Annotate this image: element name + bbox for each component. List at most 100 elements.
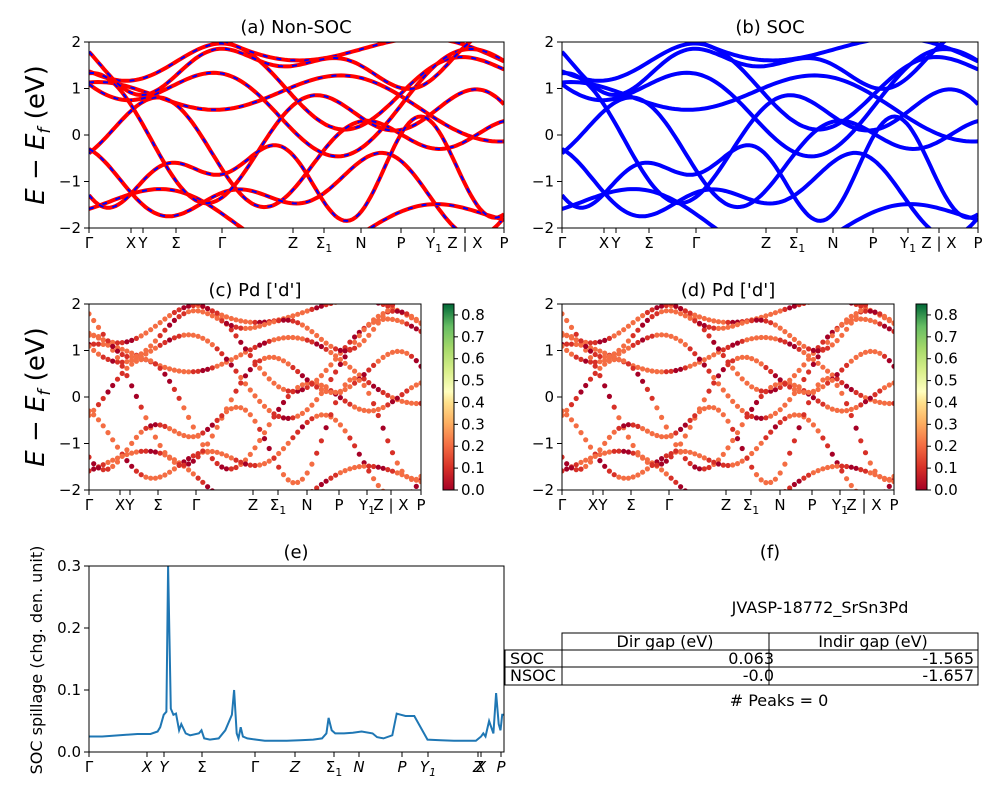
projection-point [342, 398, 348, 404]
projection-point [114, 348, 121, 354]
x-tick-label: Γ [85, 234, 94, 252]
projection-point [238, 325, 244, 331]
projection-point [625, 338, 632, 344]
projection-point [602, 440, 608, 446]
projection-point [299, 322, 305, 328]
x-tick-label: Z [288, 234, 298, 252]
projection-point [261, 430, 268, 436]
projection-point [673, 304, 679, 309]
projection-point [314, 384, 320, 390]
projection-point [602, 337, 608, 343]
projection-point [701, 322, 707, 329]
projection-point [143, 448, 149, 454]
projection-point [205, 441, 211, 447]
projection-point [347, 364, 353, 370]
projection-point [171, 466, 177, 472]
projection-point [133, 449, 139, 455]
projection-point [366, 463, 372, 469]
projection-point [181, 332, 187, 338]
projection-point [597, 359, 603, 365]
panel-d-colorbar-ticks: 0.8 0.7 0.6 0.5 0.4 0.3 0.2 0.1 0.0 [927, 306, 958, 499]
y-tick-label: −2 [59, 219, 81, 237]
projection-point [247, 451, 253, 457]
projection-point [659, 461, 665, 467]
projection-point [787, 450, 793, 456]
projection-point [233, 324, 239, 330]
panel-d-colorbar [915, 303, 928, 491]
projection-point [91, 317, 97, 324]
projection-point [867, 308, 873, 314]
panel-a-yticks: 2 1 0 −1 −2 [59, 33, 89, 237]
projection-point [266, 376, 272, 382]
projection-point [176, 307, 182, 313]
projection-point [730, 319, 736, 325]
projection-point [389, 468, 396, 474]
projection-point [89, 311, 92, 317]
projection-point [133, 393, 139, 399]
projection-point [143, 351, 149, 357]
projection-point [95, 465, 102, 471]
projection-point [720, 319, 726, 325]
projection-point [371, 476, 377, 482]
projection-point [186, 332, 192, 338]
projection-point [242, 381, 249, 387]
projection-point [233, 368, 239, 374]
band-line-nonsoc [89, 114, 504, 223]
projection-point [228, 397, 234, 403]
projection-point [796, 346, 802, 352]
projection-point [602, 463, 608, 469]
projection-point [578, 338, 584, 344]
projection-point [587, 444, 594, 450]
projection-point [664, 299, 669, 304]
projection-point [848, 464, 854, 470]
projection-point [342, 348, 348, 354]
projection-point [820, 364, 826, 370]
projection-point [200, 309, 206, 315]
projection-point [100, 331, 106, 337]
projection-point [702, 504, 707, 509]
projection-point [413, 358, 419, 364]
projection-point [720, 412, 726, 418]
projection-point [371, 362, 377, 368]
projection-point [574, 281, 579, 286]
projection-point [105, 459, 111, 465]
projection-point [881, 385, 888, 391]
projection-point [238, 352, 244, 358]
projection-point [276, 336, 282, 342]
projection-point [404, 350, 410, 356]
projection-point [749, 413, 755, 419]
projection-point [209, 313, 215, 319]
projection-point [678, 338, 684, 344]
projection-point [711, 405, 717, 411]
projection-point [195, 432, 201, 438]
projection-point [872, 468, 878, 474]
projection-point [602, 276, 607, 281]
projection-point [148, 279, 153, 284]
projection-point [219, 318, 225, 324]
projection-point [815, 398, 821, 404]
projection-point [663, 369, 669, 375]
projection-point [583, 278, 588, 283]
band-line-soc [562, 95, 978, 210]
projection-point [200, 442, 206, 448]
band-line-soc [562, 114, 978, 223]
band-line-nonsoc-overlay [89, 188, 504, 228]
projection-point [583, 463, 589, 469]
projection-point [815, 360, 821, 366]
projection-point [110, 358, 116, 364]
projection-point [219, 351, 225, 357]
projection-point [806, 472, 812, 478]
projection-point [758, 477, 764, 483]
projection-point [706, 324, 712, 330]
projection-point [224, 500, 229, 505]
projection-point [304, 377, 310, 383]
projection-point [366, 390, 372, 396]
band-line-soc [562, 46, 978, 159]
projection-point [578, 389, 584, 395]
projection-point [413, 316, 419, 322]
projection-point [692, 451, 698, 457]
projection-point [205, 338, 211, 344]
projection-point [162, 339, 168, 346]
projection-point [295, 388, 301, 394]
projection-point [114, 359, 121, 365]
